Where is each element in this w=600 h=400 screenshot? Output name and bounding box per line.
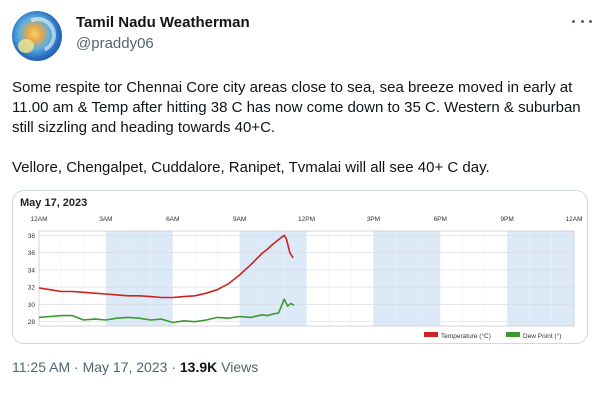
- tweet-paragraph: Some respite tor Chennai Core city areas…: [12, 79, 581, 136]
- tweet-paragraph: Vellore, Chengalpet, Cuddalore, Ranipet,…: [12, 159, 490, 176]
- chart-plot-border: [38, 230, 575, 327]
- meta-separator: ·: [171, 359, 176, 375]
- more-dots-icon[interactable]: [572, 14, 592, 28]
- chart-band: [507, 231, 574, 326]
- chart-legend-label: Temperature (°C): [441, 332, 491, 340]
- chart-title: May 17, 2023: [20, 197, 87, 209]
- chart-x-tick-label: 9PM: [500, 216, 513, 223]
- avatar[interactable]: [12, 11, 62, 61]
- chart-band: [373, 231, 441, 326]
- author-display-name[interactable]: Tamil Nadu Weatherman: [76, 14, 250, 31]
- chart-x-tick-label: 12PM: [298, 216, 315, 223]
- avatar-spot: [18, 39, 34, 53]
- chart-legend-label: Dew Point (°): [523, 332, 561, 340]
- more-dot: [589, 19, 592, 23]
- chart-legend-swatch-dew_point: [506, 332, 520, 337]
- chart-y-tick-label: 30: [28, 302, 36, 309]
- chart-legend-swatch-temperature: [424, 332, 438, 337]
- views-label: Views: [221, 359, 259, 375]
- chart-y-tick-label: 34: [28, 267, 36, 274]
- tweet-text: Some respite tor Chennai Core city areas…: [12, 78, 592, 178]
- chart-band: [239, 231, 307, 326]
- chart-image[interactable]: May 17, 2023 12AM 3AM 6AM 9AM 12PM 3PM 6PM 9PM 12…: [12, 190, 588, 344]
- weather-chart: May 17, 2023 12AM 3AM 6AM 9AM 12PM 3PM 6PM 9PM 12…: [20, 197, 583, 340]
- more-dot: [580, 19, 584, 23]
- chart-y-tick-label: 32: [28, 285, 36, 292]
- chart-x-tick-label: 9AM: [233, 216, 246, 223]
- chart-x-tick-label: 6PM: [434, 216, 447, 223]
- meta-separator: ·: [74, 359, 79, 375]
- tweet-time[interactable]: 11:25 AM: [12, 359, 71, 375]
- tweet-date[interactable]: May 17, 2023: [82, 359, 168, 375]
- chart-y-tick-label: 36: [28, 250, 36, 257]
- chart-y-tick-label: 38: [28, 233, 36, 240]
- chart-x-tick-label: 6AM: [166, 216, 179, 223]
- chart-y-tick-label: 28: [28, 319, 36, 326]
- more-dot: [572, 19, 575, 23]
- chart-x-tick-label: 3AM: [99, 216, 112, 223]
- chart-series-dew_point: [38, 298, 295, 324]
- chart-band: [105, 231, 173, 326]
- chart-series-temperature: [38, 234, 294, 299]
- views-count: 13.9K: [179, 359, 218, 375]
- tweet-meta: 11:25 AM · May 17, 2023 · 13.9K Views: [12, 359, 258, 375]
- author-handle[interactable]: @praddy06: [76, 35, 154, 52]
- chart-x-tick-label: 3PM: [367, 216, 380, 223]
- chart-x-tick-label: 12AM: [566, 216, 583, 223]
- chart-x-tick-label: 12AM: [31, 216, 48, 223]
